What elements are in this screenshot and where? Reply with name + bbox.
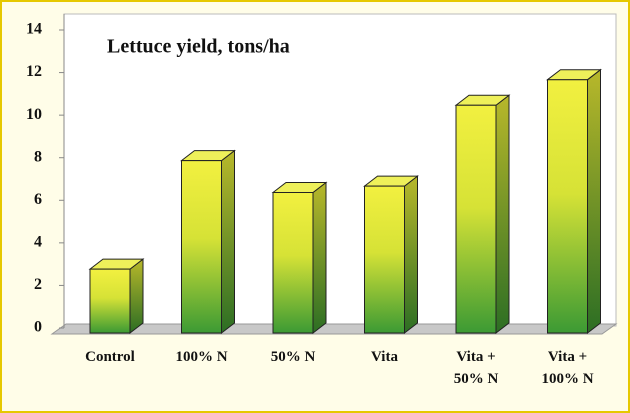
x-tick-label: Vita: [371, 349, 398, 365]
bar-side: [587, 68, 601, 335]
y-tick-label: 6: [34, 191, 42, 208]
chart-title: Lettuce yield, tons/ha: [107, 36, 290, 58]
y-tick-label: 12: [26, 63, 42, 80]
y-tick-label: 14: [26, 21, 42, 38]
x-tick-label: 100% N: [175, 349, 228, 365]
bar-front: [455, 104, 497, 334]
y-tick-label: 10: [26, 106, 42, 123]
x-tick-label: 50% N: [270, 349, 316, 365]
bar-side: [221, 149, 235, 335]
bar: [454, 94, 511, 335]
bar: [180, 149, 236, 335]
bar: [271, 181, 328, 335]
bar-side: [312, 181, 327, 335]
bar: [363, 175, 419, 335]
bar-side: [129, 258, 144, 335]
y-tick-label: 4: [34, 234, 42, 251]
bar: [546, 68, 602, 335]
bar: [88, 258, 145, 335]
bar-front: [181, 160, 222, 334]
bar-front: [272, 192, 314, 334]
x-tick-label: Vita + 50% N: [453, 349, 499, 387]
bar-front: [89, 268, 131, 334]
plot-wall: [63, 13, 617, 327]
y-tick-label: 0: [34, 319, 42, 336]
bar-side: [495, 94, 510, 335]
y-tick-label: 2: [34, 276, 42, 293]
bar-side: [404, 175, 418, 335]
x-tick-label: Vita + 100% N: [541, 349, 594, 387]
bar-front: [364, 185, 405, 334]
y-tick-label: 8: [34, 148, 42, 165]
x-tick-label: Control: [85, 349, 135, 365]
bar-front: [547, 79, 588, 334]
